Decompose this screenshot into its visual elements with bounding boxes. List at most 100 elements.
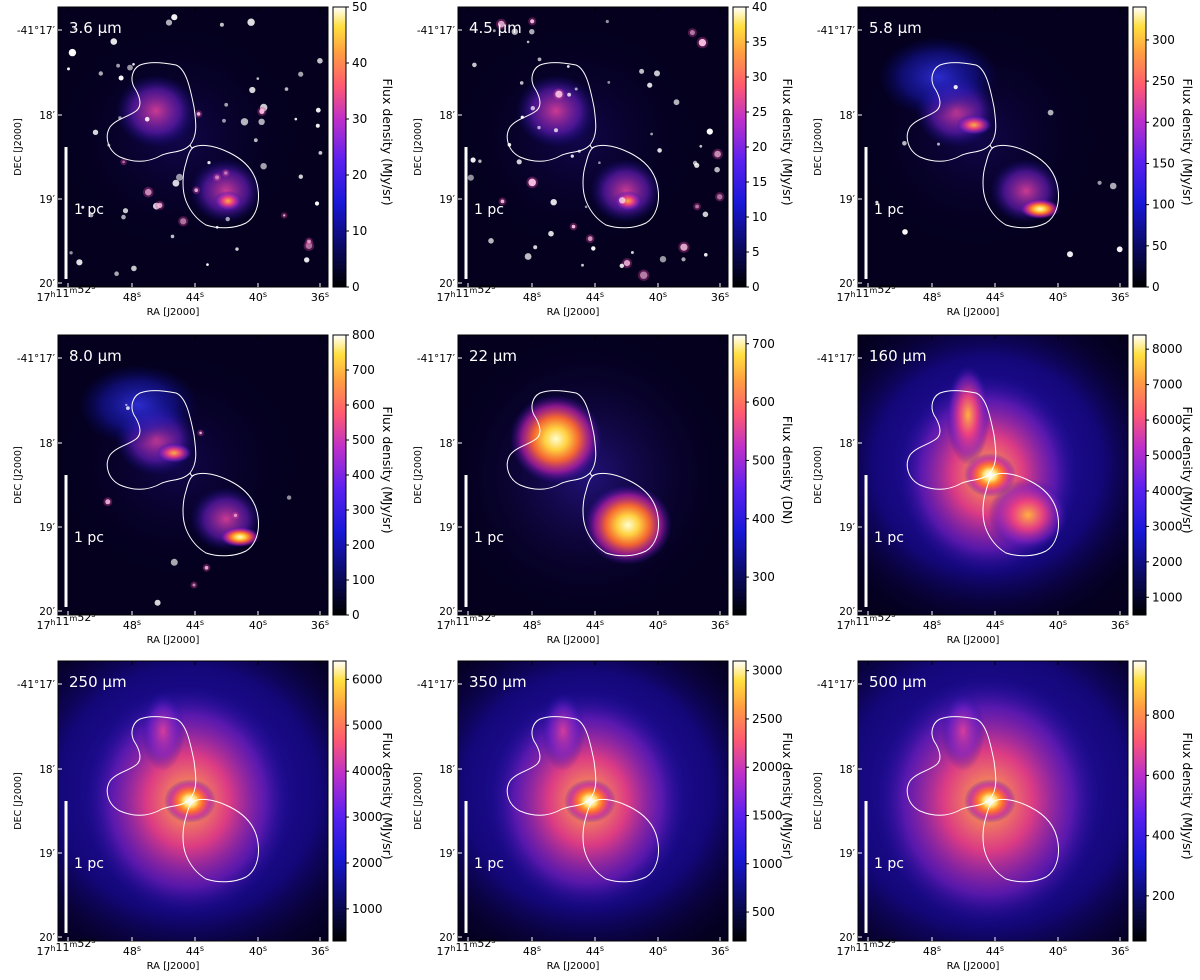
y-tick-label: -41°17′ xyxy=(417,25,456,37)
y-tick-label: 19′ xyxy=(39,848,55,860)
colorbar-tick-label: 150 xyxy=(1152,156,1175,170)
x-tick-label: 48s xyxy=(123,290,141,304)
colorbar-tick-label: 3000 xyxy=(752,664,783,678)
contour-neck xyxy=(989,144,995,149)
colorbar-tick-label: 30 xyxy=(352,112,367,126)
contour-lower-lobe xyxy=(182,472,259,557)
star-source xyxy=(256,77,260,80)
core-peak xyxy=(981,467,999,483)
lower-lobe-knot xyxy=(614,191,642,211)
colorbar-tick-label: 0 xyxy=(752,280,760,294)
star-source xyxy=(194,188,198,192)
star-source xyxy=(528,178,536,187)
star-source xyxy=(170,234,175,239)
contour-upper-lobe xyxy=(506,62,597,162)
x-tick-label: 17h11m52s xyxy=(36,936,95,958)
x-tick-label: 17h11m52s xyxy=(836,936,895,958)
map-image xyxy=(858,7,1128,287)
x-tick-label: 36s xyxy=(711,944,729,958)
colorbar xyxy=(1132,334,1147,616)
map-image xyxy=(58,661,328,941)
colorbar-tick-label: 800 xyxy=(1152,708,1175,722)
core-peak xyxy=(981,793,999,809)
contour-lower-lobe xyxy=(982,144,1059,229)
star-source xyxy=(125,403,128,407)
colorbar-tick-label: 15 xyxy=(752,175,767,189)
contour-upper-lobe xyxy=(506,390,597,490)
heatmap-panel: 8.0 μm 1 pc 17h11m52s 48s 44s 40s 36s RA [J2000… xyxy=(13,328,395,646)
contour-neck xyxy=(189,472,195,477)
heatmap-panel: 4.5 μm 1 pc 17h11m52s 48s 44s 40s 36s RA [J2000… xyxy=(413,0,795,318)
colorbar-tick-label: 700 xyxy=(352,363,375,377)
star-source xyxy=(587,236,593,242)
star-source xyxy=(154,599,161,606)
star-source xyxy=(110,38,118,45)
star-source xyxy=(171,14,178,21)
star-source xyxy=(294,117,298,121)
colorbar-label: Flux density (DN) xyxy=(780,416,795,525)
star-source xyxy=(199,431,202,435)
star-halo xyxy=(178,216,189,227)
colorbar-tick-label: 400 xyxy=(352,468,375,482)
colorbar-tick-label: 20 xyxy=(352,168,367,182)
star-source xyxy=(207,161,211,165)
scale-bar-label: 1 pc xyxy=(74,530,104,546)
scale-bar-label: 1 pc xyxy=(474,856,504,872)
colorbar-tick-label: 5 xyxy=(752,245,760,259)
x-tick-label: 44s xyxy=(186,290,204,304)
star-source xyxy=(253,138,258,143)
star-source xyxy=(76,259,83,266)
x-tick-label: 17h11m52s xyxy=(436,610,495,632)
colorbar xyxy=(332,334,347,616)
star-source xyxy=(92,129,99,135)
star-halo xyxy=(712,148,723,160)
y-tick-label: 20′ xyxy=(39,278,55,290)
star-source xyxy=(298,71,304,77)
y-axis-label: DEC [J2000] xyxy=(13,118,24,175)
panel-title: 500 μm xyxy=(869,673,927,691)
star-source xyxy=(607,81,611,84)
colorbar xyxy=(1132,6,1147,288)
upper-lobe-ridge xyxy=(956,115,992,135)
colorbar-tick-label: 3000 xyxy=(352,810,383,824)
star-halo xyxy=(638,269,650,281)
star-source xyxy=(67,67,70,71)
panel-title: 3.6 μm xyxy=(69,19,122,37)
star-halo xyxy=(305,237,313,246)
colorbar-label: Flux density (MJy/sr) xyxy=(1180,732,1195,859)
colorbar-tick-label: 1000 xyxy=(752,857,783,871)
y-tick-label: 19′ xyxy=(39,194,55,206)
colorbar-label: Flux density (MJy/sr) xyxy=(1180,406,1195,533)
star-source xyxy=(680,243,688,251)
filament-emission xyxy=(541,691,585,771)
map-image xyxy=(458,335,728,615)
x-tick-label: 36s xyxy=(1111,290,1129,304)
star-source xyxy=(472,62,477,68)
map-frame xyxy=(857,660,1129,942)
colorbar-label: Flux density (MJy/sr) xyxy=(780,78,795,205)
star-source xyxy=(1097,180,1102,185)
star-source xyxy=(235,247,239,251)
star-halo xyxy=(687,28,697,38)
x-tick-label: 44s xyxy=(586,290,604,304)
y-tick-label: 19′ xyxy=(839,194,855,206)
star-source xyxy=(692,160,698,166)
map-image xyxy=(58,335,328,615)
star-source xyxy=(286,495,292,500)
colorbar-tick-label: 0 xyxy=(352,280,360,294)
star-halo xyxy=(197,429,204,437)
star-source xyxy=(314,201,320,206)
star-source xyxy=(681,257,686,262)
contour-upper-lobe xyxy=(906,716,997,816)
colorbar-tick-label: 40 xyxy=(352,56,367,70)
contour-lower-lobe xyxy=(982,798,1059,883)
star-halo xyxy=(696,36,709,49)
extended-emission xyxy=(878,37,998,117)
star-source xyxy=(619,263,624,268)
x-tick-label: 40s xyxy=(1049,618,1067,632)
star-source xyxy=(215,175,220,180)
lower-cloud xyxy=(988,479,1068,551)
y-axis-label: DEC [J2000] xyxy=(413,118,424,175)
star-source xyxy=(647,82,653,88)
colorbar-tick-label: 600 xyxy=(1152,768,1175,782)
